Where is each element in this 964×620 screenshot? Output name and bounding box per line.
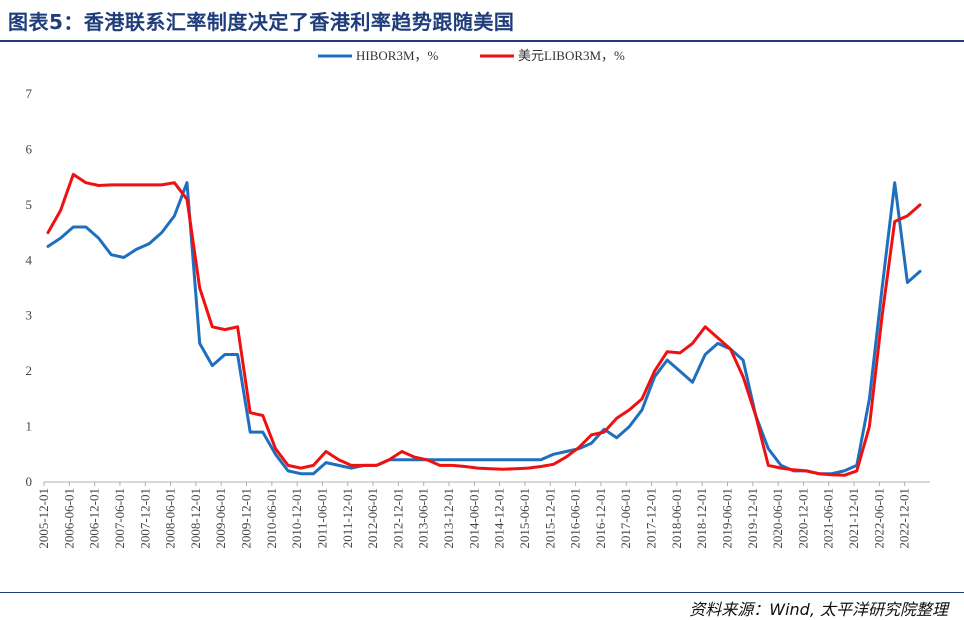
y-tick-label: 5 bbox=[26, 197, 33, 212]
y-tick-label: 4 bbox=[26, 252, 33, 267]
x-tick-label: 2006-06-01 bbox=[61, 488, 76, 549]
x-tick-label: 2007-12-01 bbox=[137, 488, 152, 549]
y-tick-label: 0 bbox=[26, 474, 33, 489]
x-tick-label: 2009-06-01 bbox=[213, 488, 228, 549]
series-line-2 bbox=[46, 172, 922, 477]
x-tick-label: 2017-12-01 bbox=[644, 488, 659, 549]
legend: HIBOR3M，% 美元LIBOR3M，% bbox=[318, 48, 625, 63]
plot-area bbox=[46, 172, 922, 477]
x-tick-label: 2019-06-01 bbox=[719, 488, 734, 549]
y-tick-label: 7 bbox=[26, 86, 33, 101]
x-tick-label: 2010-06-01 bbox=[264, 488, 279, 549]
x-tick-label: 2020-06-01 bbox=[770, 488, 785, 549]
x-tick-label: 2020-12-01 bbox=[795, 488, 810, 549]
source-note: 资料来源：Wind, 太平洋研究院整理 bbox=[689, 600, 948, 619]
x-tick-label: 2010-12-01 bbox=[289, 488, 304, 549]
y-axis: 0 1 2 3 4 5 6 7 bbox=[26, 86, 33, 489]
series-line-1 bbox=[46, 181, 922, 476]
x-tick-label: 2022-12-01 bbox=[897, 488, 912, 549]
x-tick-label: 2021-06-01 bbox=[821, 488, 836, 549]
x-tick-label: 2014-06-01 bbox=[466, 488, 481, 549]
x-tick-label: 2015-12-01 bbox=[542, 488, 557, 549]
chart-title: 图表5：香港联系汇率制度决定了香港利率趋势跟随美国 bbox=[8, 10, 515, 34]
x-tick-label: 2014-12-01 bbox=[492, 488, 507, 549]
x-tick-label: 2011-06-01 bbox=[314, 488, 329, 548]
x-tick-label: 2007-06-01 bbox=[112, 488, 127, 549]
x-tick-label: 2022-06-01 bbox=[871, 488, 886, 549]
x-tick-label: 2012-06-01 bbox=[365, 488, 380, 549]
x-tick-label: 2017-06-01 bbox=[618, 488, 633, 549]
y-tick-label: 3 bbox=[26, 308, 33, 323]
x-tick-label: 2016-12-01 bbox=[593, 488, 608, 549]
x-tick-label: 2018-12-01 bbox=[694, 488, 709, 549]
y-tick-label: 6 bbox=[26, 141, 33, 156]
line-chart: HIBOR3M，% 美元LIBOR3M，% 0 1 2 3 4 5 6 7 2005-12-01… bbox=[26, 48, 930, 549]
x-tick-label: 2016-06-01 bbox=[568, 488, 583, 549]
x-tick-label: 2005-12-01 bbox=[36, 488, 51, 549]
y-tick-label: 1 bbox=[26, 419, 33, 434]
x-tick-label: 2013-06-01 bbox=[416, 488, 431, 549]
legend-label-2: 美元LIBOR3M，% bbox=[518, 48, 625, 63]
x-tick-label: 2009-12-01 bbox=[239, 488, 254, 549]
x-tick-label: 2013-12-01 bbox=[441, 488, 456, 549]
x-tick-label: 2006-12-01 bbox=[87, 488, 102, 549]
x-tick-label: 2019-12-01 bbox=[745, 488, 760, 549]
x-tick-label: 2012-12-01 bbox=[390, 488, 405, 549]
title-divider bbox=[0, 40, 964, 42]
x-tick-label: 2008-06-01 bbox=[163, 488, 178, 549]
y-tick-label: 2 bbox=[26, 363, 33, 378]
x-axis: 2005-12-01 2006-06-01 2006-12-01 2007-06-01… bbox=[36, 481, 930, 549]
legend-label-1: HIBOR3M，% bbox=[356, 48, 439, 63]
x-tick-label: 2021-12-01 bbox=[846, 488, 861, 549]
x-tick-label: 2015-06-01 bbox=[517, 488, 532, 549]
x-tick-label: 2018-06-01 bbox=[669, 488, 684, 549]
source-divider bbox=[0, 592, 964, 593]
x-tick-label: 2011-12-01 bbox=[340, 488, 355, 548]
x-tick-label: 2008-12-01 bbox=[188, 488, 203, 549]
